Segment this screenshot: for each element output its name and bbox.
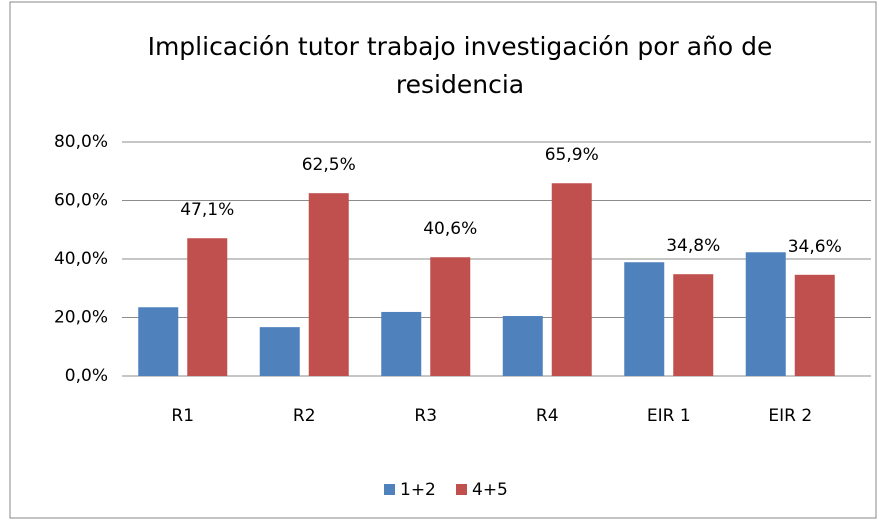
x-tick-label: EIR 1	[647, 406, 691, 426]
bar	[259, 327, 300, 376]
y-tick-label: 40,0%	[54, 249, 108, 269]
data-label: 40,6%	[423, 219, 477, 239]
bar	[138, 307, 179, 376]
bar	[794, 274, 835, 376]
data-label: 34,8%	[666, 236, 720, 256]
x-tick-label: R4	[536, 406, 559, 426]
chart-border	[9, 1, 877, 519]
legend-label: 4+5	[472, 480, 508, 500]
y-tick-label: 60,0%	[54, 191, 108, 211]
bar	[502, 316, 543, 376]
bar	[551, 183, 592, 376]
bar	[624, 262, 665, 376]
bar	[187, 238, 228, 376]
bar	[745, 252, 786, 376]
x-tick-label: EIR 2	[768, 406, 812, 426]
x-tick-label: R3	[414, 406, 437, 426]
data-label: 34,6%	[788, 237, 842, 257]
x-tick-label: R1	[171, 406, 194, 426]
bar	[673, 274, 714, 376]
y-tick-label: 0,0%	[65, 366, 108, 386]
legend-swatch	[456, 484, 467, 495]
legend-label: 1+2	[400, 480, 436, 500]
y-tick-label: 20,0%	[54, 308, 108, 328]
chart-title: Implicación tutor trabajo investigación …	[147, 32, 773, 99]
data-label: 65,9%	[545, 145, 599, 165]
bar	[308, 193, 349, 376]
legend-swatch	[384, 484, 395, 495]
x-tick-label: R2	[293, 406, 316, 426]
y-tick-label: 80,0%	[54, 132, 108, 152]
data-label: 62,5%	[302, 155, 356, 175]
bar	[430, 257, 471, 376]
data-label: 47,1%	[180, 200, 234, 220]
bar	[381, 311, 422, 376]
